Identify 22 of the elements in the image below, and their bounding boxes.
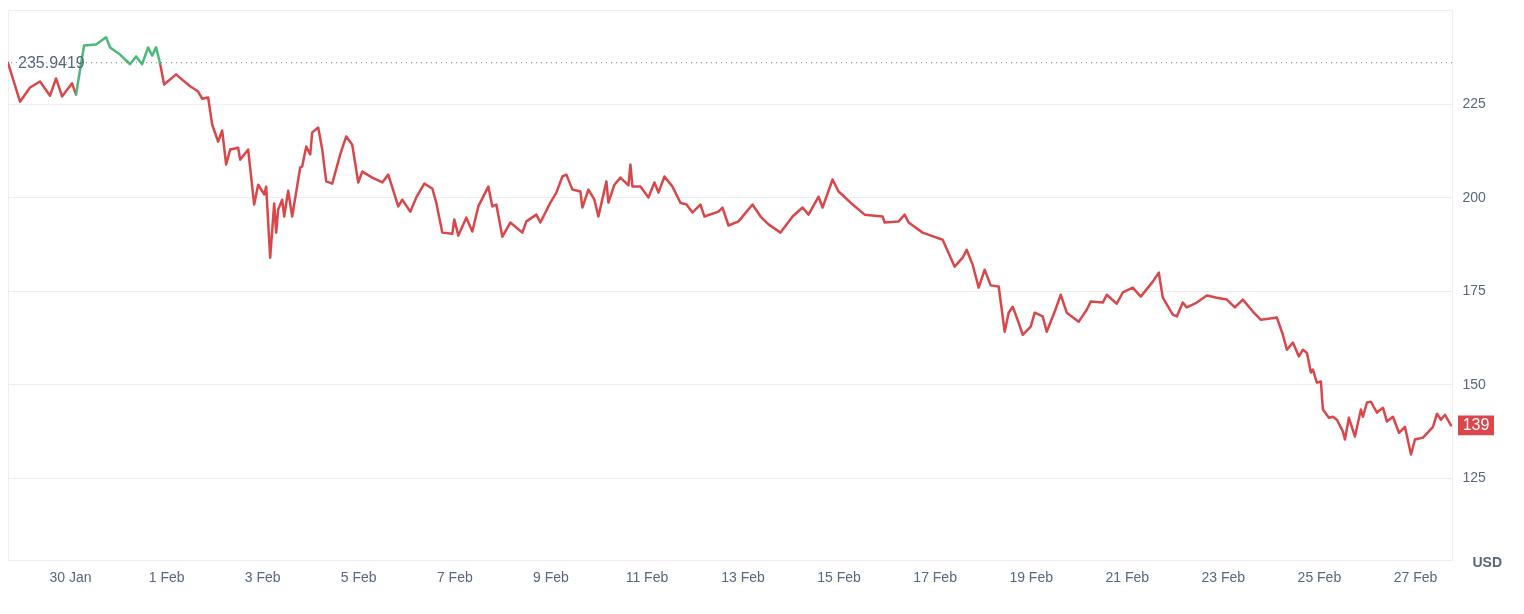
y-tick-label: 225 [1462, 95, 1487, 112]
x-tick-label: 1 Feb [148, 568, 185, 585]
annotation: 139 [1462, 416, 1490, 434]
x-tick-label: 23 Feb [1201, 568, 1246, 585]
x-tick-label: 3 Feb [244, 568, 281, 585]
x-tick-label: 11 Feb [625, 568, 669, 585]
x-tick-label: 21 Feb [1105, 568, 1150, 585]
y-tick-label: 175 [1462, 282, 1487, 299]
y-tick-label: 150 [1462, 375, 1487, 392]
x-tick-label: 5 Feb [340, 568, 377, 585]
x-tick-label: 30 Jan [49, 568, 92, 585]
x-tick-label: 15 Feb [817, 568, 862, 585]
y-tick-label: 125 [1462, 469, 1487, 486]
x-tick-label: 9 Feb [532, 568, 569, 585]
x-tick-label: 19 Feb [1009, 568, 1054, 585]
x-tick-label: 25 Feb [1297, 568, 1342, 585]
y-axis-title: USD [1472, 553, 1503, 570]
x-tick-label: 13 Feb [721, 568, 766, 585]
x-tick-label: 27 Feb [1393, 568, 1438, 585]
y-tick-label: 200 [1462, 188, 1487, 205]
x-tick-label: 17 Feb [913, 568, 958, 585]
x-tick-label: 7 Feb [436, 568, 473, 585]
